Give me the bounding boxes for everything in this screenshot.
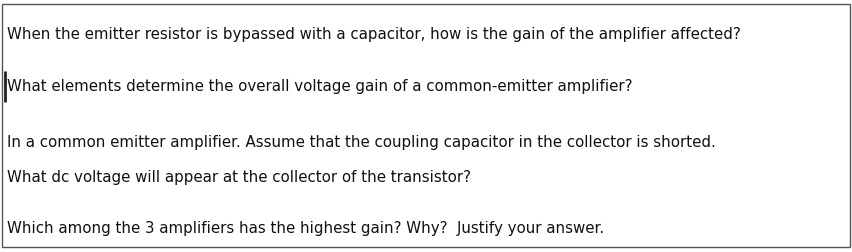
Text: What elements determine the overall voltage gain of a common-emitter amplifier?: What elements determine the overall volt… bbox=[7, 79, 631, 94]
Text: When the emitter resistor is bypassed with a capacitor, how is the gain of the a: When the emitter resistor is bypassed wi… bbox=[7, 26, 740, 42]
Text: Which among the 3 amplifiers has the highest gain? Why?  Justify your answer.: Which among the 3 amplifiers has the hig… bbox=[7, 220, 603, 236]
Text: What dc voltage will appear at the collector of the transistor?: What dc voltage will appear at the colle… bbox=[7, 170, 470, 185]
Text: In a common emitter amplifier. Assume that the coupling capacitor in the collect: In a common emitter amplifier. Assume th… bbox=[7, 135, 715, 150]
